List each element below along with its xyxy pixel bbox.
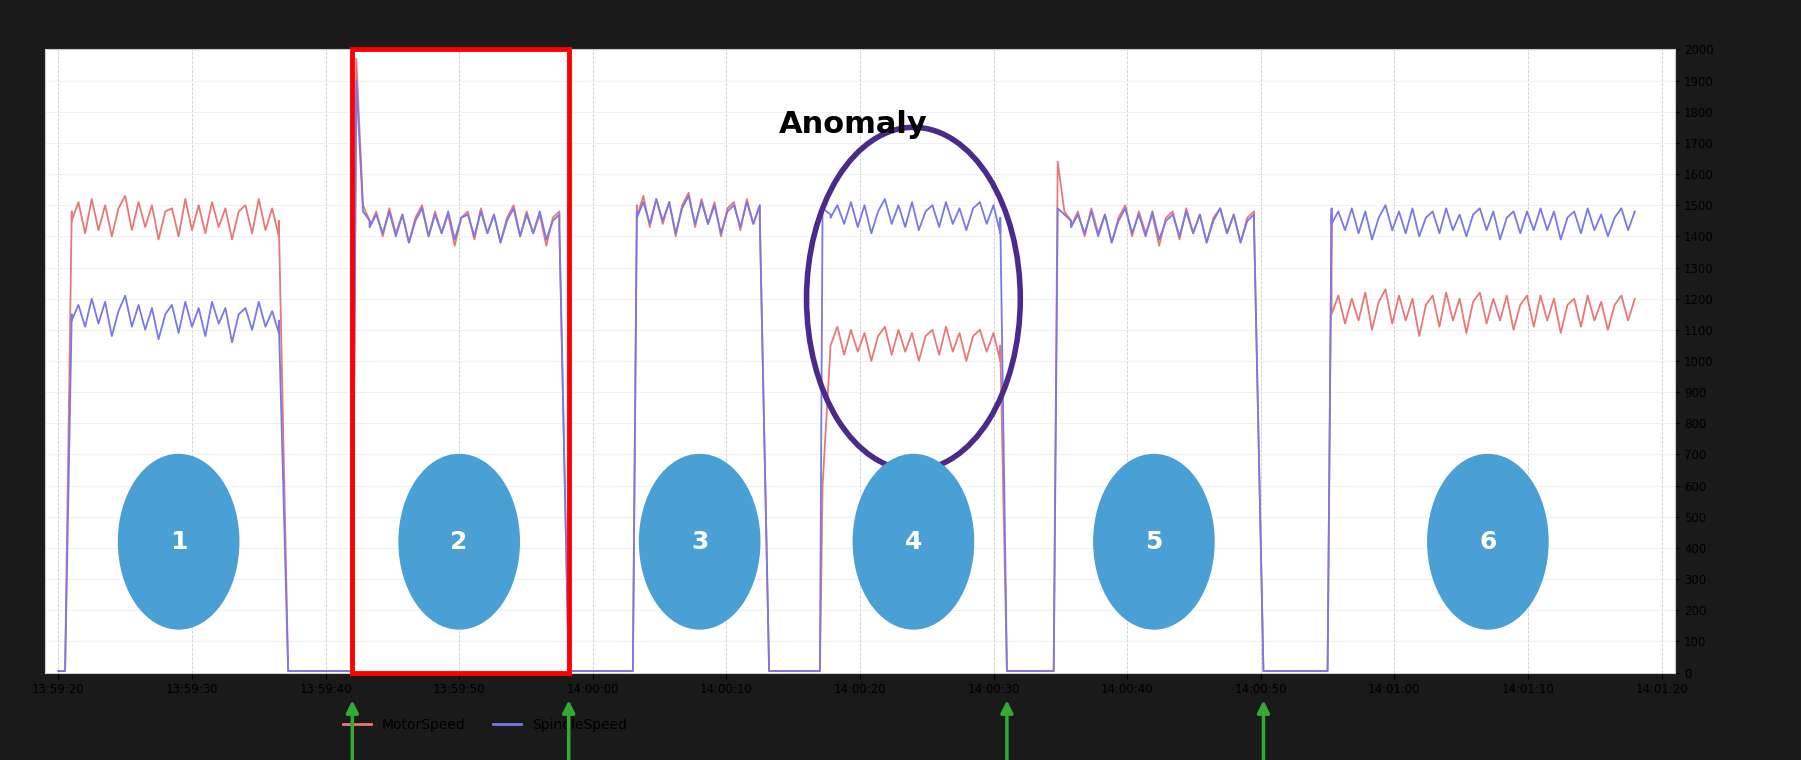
Bar <box>353 49 569 673</box>
Text: 5: 5 <box>1145 530 1163 554</box>
Ellipse shape <box>639 454 760 629</box>
Text: 4: 4 <box>904 530 922 554</box>
Ellipse shape <box>1428 454 1549 629</box>
Text: Anomaly: Anomaly <box>778 109 928 138</box>
Text: 2: 2 <box>450 530 468 554</box>
Legend: MotorSpeed, SpindleSpeed: MotorSpeed, SpindleSpeed <box>337 712 632 737</box>
Text: 3: 3 <box>692 530 708 554</box>
Ellipse shape <box>854 454 974 629</box>
Ellipse shape <box>400 454 519 629</box>
Ellipse shape <box>1093 454 1214 629</box>
Text: 6: 6 <box>1479 530 1497 554</box>
Text: 1: 1 <box>169 530 187 554</box>
Ellipse shape <box>119 454 240 629</box>
